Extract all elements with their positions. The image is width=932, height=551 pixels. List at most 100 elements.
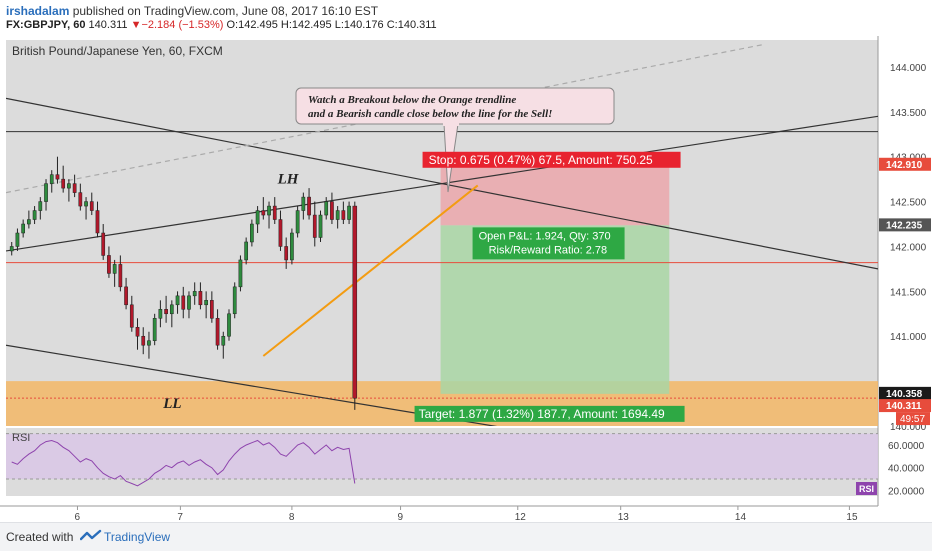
author-link[interactable]: irshadalam — [6, 4, 70, 18]
rsi-tick-label: 40.0000 — [888, 464, 925, 475]
candle — [278, 210, 283, 251]
candle — [67, 179, 71, 202]
candle — [192, 282, 197, 305]
candle — [295, 206, 300, 238]
candle — [164, 295, 168, 323]
candle — [112, 259, 117, 287]
candle-body — [55, 174, 60, 180]
candle-body — [84, 201, 88, 207]
x-tick-label: 12 — [515, 512, 527, 522]
rsi-band — [6, 433, 878, 479]
candle — [318, 210, 323, 242]
candle — [152, 313, 157, 346]
candle — [15, 228, 20, 251]
candle — [21, 219, 26, 238]
publish-line: irshadalam published on TradingView.com,… — [6, 4, 378, 18]
candle — [124, 277, 128, 310]
candle-body — [181, 295, 186, 310]
last-price: 140.311 — [88, 19, 128, 31]
x-tick-label: 6 — [74, 512, 80, 522]
candle-body — [124, 286, 128, 306]
candle-body — [158, 309, 163, 319]
candle — [129, 295, 134, 332]
chart-area[interactable]: British Pound/Japanese Yen, 60, FXCM LH LL… — [0, 36, 932, 522]
candle — [290, 228, 294, 265]
chart-header: irshadalam published on TradingView.com,… — [0, 0, 932, 36]
target-label-bg — [414, 405, 685, 422]
candle-body — [192, 291, 197, 297]
candle — [244, 237, 249, 265]
candle-body — [284, 246, 289, 261]
price-tag: 140.311 — [886, 401, 922, 412]
candle — [227, 309, 231, 341]
candle-body — [135, 327, 140, 337]
candle — [61, 165, 66, 193]
candle-body — [267, 205, 271, 216]
candle-body — [118, 264, 123, 288]
candle — [49, 170, 54, 193]
tradingview-brand[interactable]: TradingView — [104, 530, 171, 544]
candle-body — [198, 291, 203, 306]
symbol-label: FX:GBPJPY, 60 — [6, 19, 86, 31]
candle — [261, 197, 266, 220]
price-tag: 142.235 — [886, 220, 923, 231]
candle-body — [244, 241, 249, 261]
x-tick-label: 14 — [735, 512, 747, 522]
x-tick-label: 9 — [398, 512, 404, 522]
candle — [209, 291, 214, 323]
candle-body — [32, 210, 37, 220]
candle-body — [250, 223, 254, 243]
price-tag: 142.910 — [886, 160, 923, 171]
candle-body — [347, 205, 351, 220]
candle — [272, 197, 277, 225]
rsi-badge-bg — [856, 482, 877, 495]
callout-line-1: Watch a Breakout below the Orange trendl… — [308, 94, 516, 106]
price-tag-bg — [879, 399, 931, 413]
candle — [352, 201, 358, 410]
price-tag-bg — [879, 386, 931, 400]
tradingview-logo-icon[interactable] — [80, 529, 102, 543]
down-arrow-icon: ▼ — [130, 19, 142, 31]
candle — [215, 309, 220, 350]
candle — [38, 197, 43, 220]
countdown-bg — [896, 412, 930, 426]
created-with-text: Created with — [6, 530, 74, 544]
candle-body — [49, 174, 54, 184]
candle — [335, 206, 340, 229]
x-tick-label: 7 — [177, 512, 183, 522]
candle — [238, 255, 243, 292]
price-tick-label: 142.500 — [890, 198, 927, 209]
publish-info: published on TradingView.com, June 08, 2… — [69, 4, 379, 18]
stop-label-bg — [422, 151, 681, 168]
ll-label: LL — [162, 396, 181, 412]
candle — [267, 201, 271, 229]
candle-body — [209, 300, 214, 319]
x-tick-label: 15 — [846, 512, 858, 522]
stop-zone — [440, 164, 670, 226]
candle — [118, 255, 123, 292]
candle-body — [44, 183, 48, 202]
candle — [141, 327, 146, 355]
candle-body — [221, 335, 226, 346]
candle — [44, 179, 48, 211]
candle-body — [95, 210, 100, 234]
candle — [89, 192, 94, 216]
rsi-badge: RSI — [859, 484, 874, 494]
ohlc-values: O:142.495 H:142.495 L:140.176 C:140.311 — [226, 19, 437, 31]
candle — [135, 318, 140, 350]
candle-body — [307, 196, 311, 216]
candle — [284, 237, 289, 269]
candle-body — [255, 210, 260, 225]
candle-body — [335, 210, 340, 220]
candle-body — [38, 201, 43, 211]
price-tag-bg — [879, 218, 931, 232]
price-tick-label: 140.000 — [890, 422, 927, 433]
candle-body — [152, 318, 157, 341]
footer-bar: Created with TradingView — [0, 522, 932, 551]
orange-trendline — [262, 184, 479, 357]
candle — [32, 206, 37, 225]
candle-body — [341, 210, 346, 220]
candle-body — [301, 196, 306, 211]
candle — [101, 224, 106, 260]
pnl-label: Open P&L: 1.924, Qty: 370 — [479, 230, 611, 242]
